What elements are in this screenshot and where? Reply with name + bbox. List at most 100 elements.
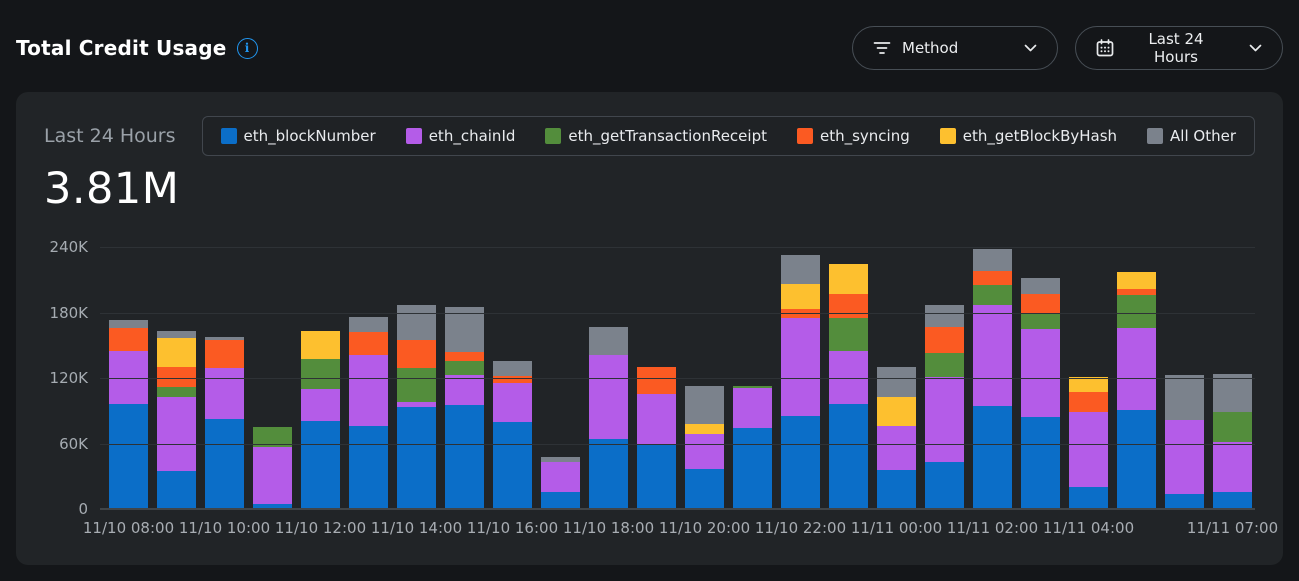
chevron-down-icon xyxy=(1024,44,1037,52)
bar-segment xyxy=(493,383,532,422)
gridline xyxy=(100,312,1255,314)
info-icon[interactable]: i xyxy=(236,37,258,59)
stacked-bar[interactable] xyxy=(493,360,532,509)
x-axis-tick: 11/10 18:00 xyxy=(562,519,655,537)
stacked-bar[interactable] xyxy=(541,456,580,509)
stacked-bar[interactable] xyxy=(109,320,148,509)
y-axis-tick: 60K xyxy=(59,434,88,453)
bar-segment xyxy=(397,304,436,340)
card-top-row: Last 24 Hours eth_blockNumber eth_chainId… xyxy=(44,116,1255,156)
bar-segment xyxy=(445,405,484,509)
stacked-bar[interactable] xyxy=(301,331,340,509)
legend-item[interactable]: eth_getBlockByHash xyxy=(939,127,1117,145)
legend-swatch xyxy=(545,128,562,144)
bar-segment xyxy=(253,427,292,447)
x-axis-tick: 11/10 16:00 xyxy=(466,519,559,537)
bar-segment xyxy=(829,404,868,509)
period-label: Last 24 Hours xyxy=(44,125,176,147)
legend-item[interactable]: eth_syncing xyxy=(796,127,910,145)
legend-item[interactable]: All Other xyxy=(1147,127,1236,145)
bar-segment xyxy=(1117,272,1156,289)
bars-container xyxy=(109,247,1252,509)
stacked-bar[interactable] xyxy=(877,367,916,509)
bar-segment xyxy=(109,320,148,328)
stacked-bar[interactable] xyxy=(1117,272,1156,509)
bar-segment xyxy=(1165,493,1204,509)
bar-segment xyxy=(781,317,820,417)
stacked-bar[interactable] xyxy=(589,326,628,509)
stacked-bar[interactable] xyxy=(973,249,1012,509)
bar-segment xyxy=(925,326,964,353)
bar-segment xyxy=(733,385,772,388)
gridline xyxy=(100,378,1255,379)
title-wrap: Total Credit Usage i xyxy=(16,36,258,60)
bar-segment xyxy=(157,331,196,338)
filter-icon xyxy=(873,40,891,56)
bar-segment xyxy=(1165,374,1204,420)
bar-segment xyxy=(1213,373,1252,412)
bar-segment xyxy=(1021,293,1060,314)
bar-segment xyxy=(925,462,964,509)
bar-segment xyxy=(1069,411,1108,488)
bar-segment xyxy=(397,339,436,369)
bar-segment xyxy=(1021,328,1060,418)
bar-segment xyxy=(157,367,196,387)
bar-segment xyxy=(685,433,724,469)
stacked-bar[interactable] xyxy=(1165,374,1204,509)
x-axis-tick: 11/10 22:00 xyxy=(754,519,847,537)
stacked-bar[interactable] xyxy=(925,304,964,509)
stacked-bar[interactable] xyxy=(829,264,868,509)
bar-segment xyxy=(1117,288,1156,296)
usage-card: Last 24 Hours eth_blockNumber eth_chainId… xyxy=(16,92,1283,565)
stacked-bar[interactable] xyxy=(445,307,484,509)
bar-segment xyxy=(493,360,532,376)
bar-segment xyxy=(1117,409,1156,509)
bar-segment xyxy=(301,420,340,509)
stacked-bar[interactable] xyxy=(253,427,292,509)
header-controls: Method Last 24 Hours xyxy=(852,26,1283,70)
bar-segment xyxy=(445,374,484,406)
bar-segment xyxy=(349,355,388,427)
bar-segment xyxy=(205,419,244,509)
bar-segment xyxy=(349,316,388,333)
stacked-bar[interactable] xyxy=(205,336,244,509)
method-dropdown[interactable]: Method xyxy=(852,26,1058,70)
stacked-bar[interactable] xyxy=(637,367,676,509)
bar-segment xyxy=(973,249,1012,272)
bar-segment xyxy=(157,337,196,368)
legend-item[interactable]: eth_getTransactionReceipt xyxy=(545,127,767,145)
bar-segment xyxy=(925,304,964,327)
stacked-bar[interactable] xyxy=(397,304,436,509)
bar-segment xyxy=(445,351,484,361)
stacked-bar[interactable] xyxy=(349,316,388,509)
bar-segment xyxy=(685,468,724,509)
bar-segment xyxy=(205,368,244,420)
bar-segment xyxy=(685,385,724,424)
stacked-bar[interactable] xyxy=(781,254,820,509)
legend-label: eth_getTransactionReceipt xyxy=(568,127,767,145)
bar-segment xyxy=(781,254,820,285)
bar-segment xyxy=(637,443,676,509)
legend-item[interactable]: eth_chainId xyxy=(405,127,515,145)
gridline xyxy=(100,247,1255,248)
method-dropdown-label: Method xyxy=(902,39,959,57)
bar-segment xyxy=(1117,295,1156,328)
stacked-bar[interactable] xyxy=(685,385,724,509)
bar-segment xyxy=(925,352,964,377)
stacked-bar[interactable] xyxy=(157,331,196,509)
bar-segment xyxy=(1117,327,1156,410)
bar-segment xyxy=(253,446,292,504)
legend-item[interactable]: eth_blockNumber xyxy=(220,127,376,145)
y-axis-tick: 0 xyxy=(78,500,88,518)
bar-segment xyxy=(397,368,436,403)
y-axis-tick: 240K xyxy=(49,238,88,256)
stacked-bar[interactable] xyxy=(1069,376,1108,509)
bar-segment xyxy=(973,271,1012,286)
stacked-bar[interactable] xyxy=(1021,277,1060,509)
date-range-dropdown[interactable]: Last 24 Hours xyxy=(1075,26,1283,70)
stacked-bar[interactable] xyxy=(733,385,772,509)
bar-segment xyxy=(205,336,244,340)
stacked-bar[interactable] xyxy=(1213,373,1252,509)
bar-segment xyxy=(157,470,196,509)
bar-segment xyxy=(109,350,148,405)
